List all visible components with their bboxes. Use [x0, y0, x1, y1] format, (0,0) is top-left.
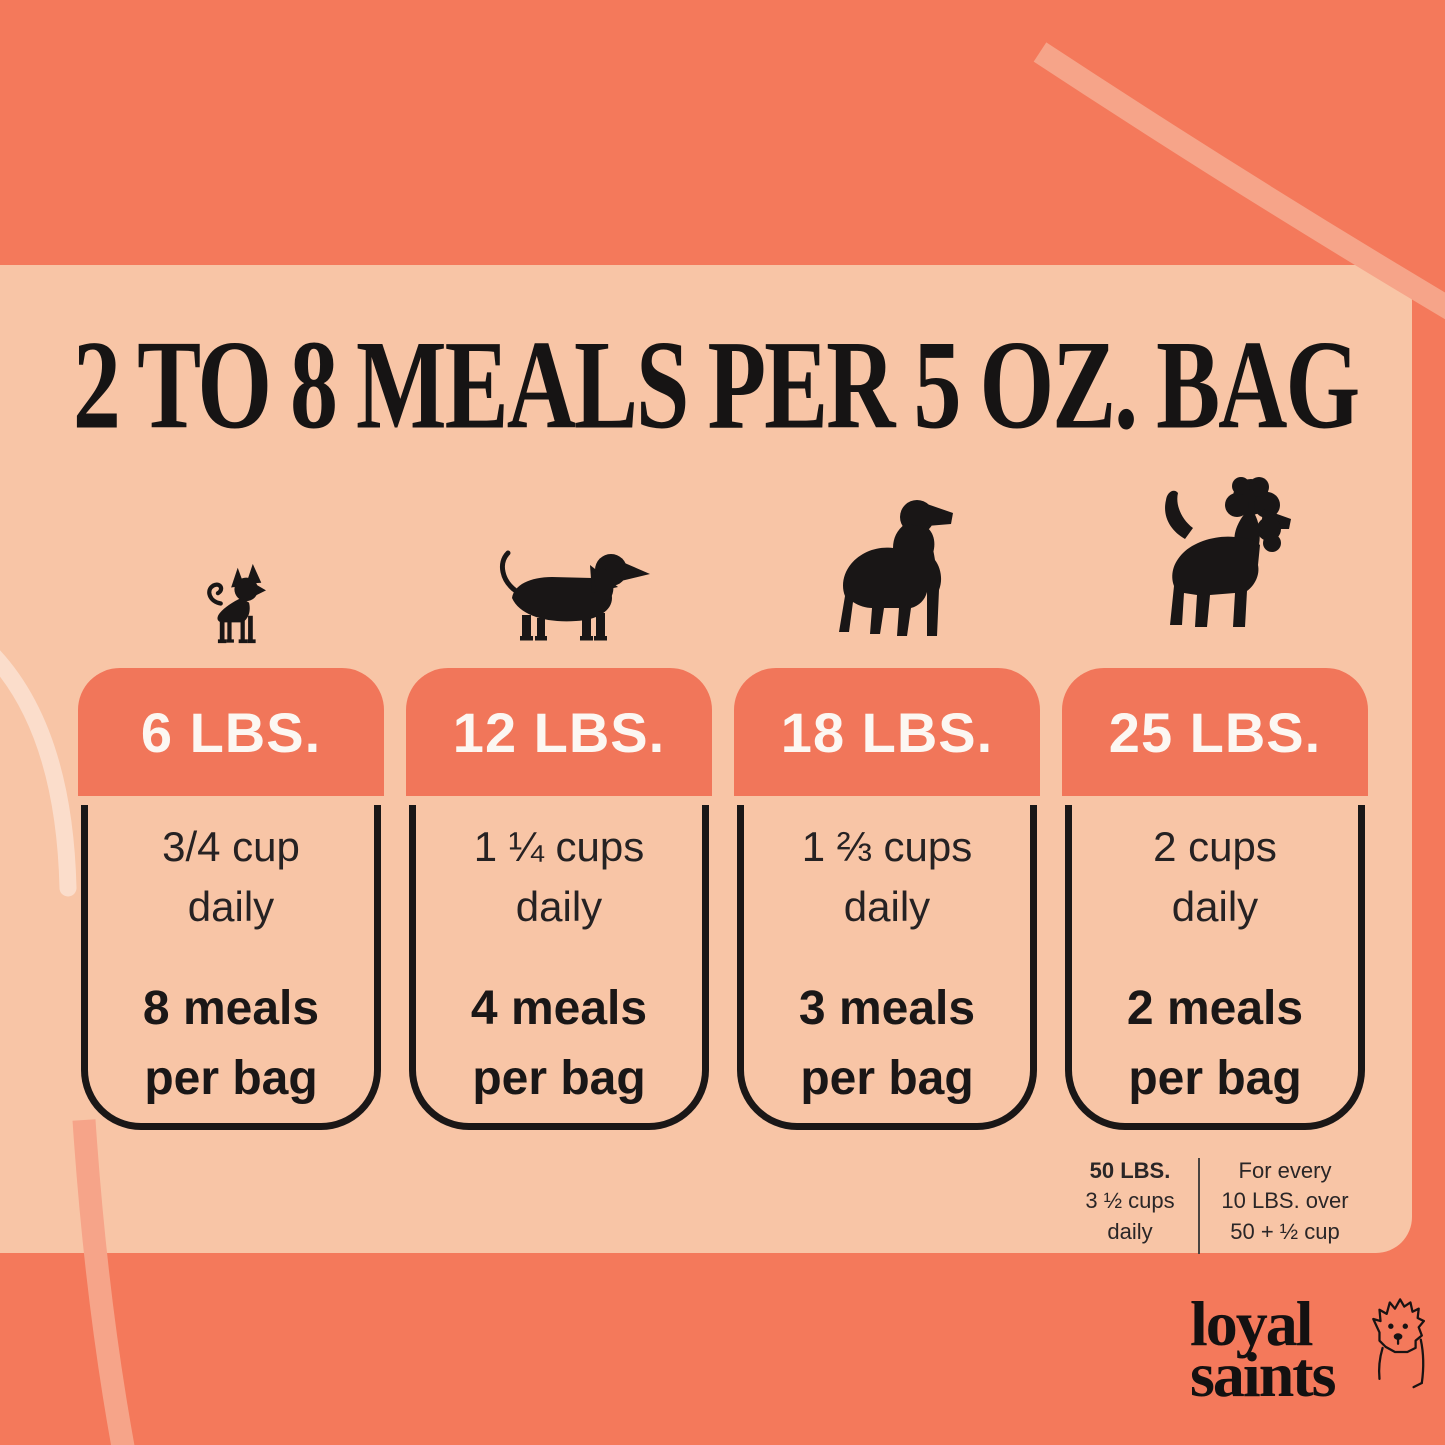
feeding-detail-box: 1 ⅔ cups daily 3 meals per bag: [737, 805, 1037, 1130]
daily-amount: 1 ⅔ cups: [801, 823, 973, 870]
daily-serving: 2 cups daily: [1072, 817, 1358, 936]
meals-unit: per bag: [1128, 1051, 1302, 1105]
headline: 2 TO 8 MEALS PER 5 OZ. BAG: [72, 314, 1360, 456]
decorative-arc-bottom-left: [72, 1119, 135, 1445]
meals-per-bag: 2 meals per bag: [1072, 974, 1358, 1113]
daily-unit: daily: [515, 882, 603, 930]
feeding-detail-box: 3/4 cup daily 8 meals per bag: [81, 805, 381, 1130]
meals-amount: 2 meals: [1126, 982, 1304, 1036]
decorative-arc-top-right: [1033, 42, 1445, 320]
footnote-half-cup: 50 + ½ cup: [1230, 1218, 1340, 1244]
daily-amount: 3/4 cup: [162, 823, 300, 870]
footnote-weight: 50 LBS.: [1089, 1158, 1171, 1183]
footnote-cups: 3 ½ cups: [1085, 1188, 1175, 1214]
meals-unit: per bag: [144, 1051, 318, 1105]
loyal-saints-dog-sketch-icon: [1372, 1298, 1426, 1389]
footnote-for-every: For every: [1238, 1158, 1332, 1183]
feeding-column-18lbs: 18 LBS. 1 ⅔ cups daily 3 meals per bag: [734, 668, 1040, 1130]
feeding-column-25lbs: 25 LBS. 2 cups daily 2 meals per bag: [1062, 668, 1368, 1130]
feeding-detail-box: 2 cups daily 2 meals per bag: [1065, 805, 1365, 1130]
meals-per-bag: 8 meals per bag: [88, 974, 374, 1113]
daily-amount: 1 ¼ cups: [473, 823, 645, 870]
large-dog-footnote: 50 LBS. 3 ½ cups daily For every 10 LBS.…: [1062, 1156, 1370, 1254]
footnote-divider: [1198, 1158, 1200, 1254]
decorative-arc-left: [0, 650, 77, 897]
daily-unit: daily: [1171, 882, 1259, 930]
footnote-over-50: For every 10 LBS. over 50 + ½ cup: [1200, 1156, 1370, 1254]
weight-badge: 6 LBS.: [78, 668, 384, 796]
daily-amount: 2 cups: [1153, 823, 1277, 870]
chihuahua-icon: [207, 563, 266, 644]
dachshund-icon: [499, 550, 650, 641]
daily-unit: daily: [187, 882, 275, 930]
brand-word-saints: saints: [1190, 1339, 1336, 1411]
feeding-column-6lbs: 6 LBS. 3/4 cup daily 8 meals per bag: [78, 668, 384, 1130]
feeding-detail-box: 1 ¼ cups daily 4 meals per bag: [409, 805, 709, 1130]
brand-logo: loyal saints: [1150, 1288, 1436, 1438]
weight-badge: 25 LBS.: [1062, 668, 1368, 796]
footnote-10lbs-over: 10 LBS. over: [1221, 1188, 1349, 1214]
daily-unit: daily: [843, 882, 931, 930]
daily-serving: 3/4 cup daily: [88, 817, 374, 936]
brand-word-loyal: loyal: [1190, 1288, 1314, 1359]
meals-per-bag: 3 meals per bag: [744, 974, 1030, 1113]
meals-per-bag: 4 meals per bag: [416, 974, 702, 1113]
footnote-50lbs: 50 LBS. 3 ½ cups daily: [1062, 1156, 1198, 1254]
weight-badge: 18 LBS.: [734, 668, 1040, 796]
feeding-column-12lbs: 12 LBS. 1 ¼ cups daily 4 meals per bag: [406, 668, 712, 1130]
daily-serving: 1 ⅔ cups daily: [744, 817, 1030, 936]
poodle-icon: [1165, 477, 1291, 627]
meals-unit: per bag: [472, 1051, 646, 1105]
spaniel-icon: [839, 500, 953, 636]
meals-unit: per bag: [800, 1051, 974, 1105]
weight-badge: 12 LBS.: [406, 668, 712, 796]
meals-amount: 8 meals: [142, 982, 320, 1036]
daily-serving: 1 ¼ cups daily: [416, 817, 702, 936]
meals-amount: 3 meals: [798, 982, 976, 1036]
meals-amount: 4 meals: [470, 982, 648, 1036]
brand-wordmark: loyal saints: [1190, 1292, 1336, 1407]
footnote-daily: daily: [1107, 1218, 1153, 1244]
